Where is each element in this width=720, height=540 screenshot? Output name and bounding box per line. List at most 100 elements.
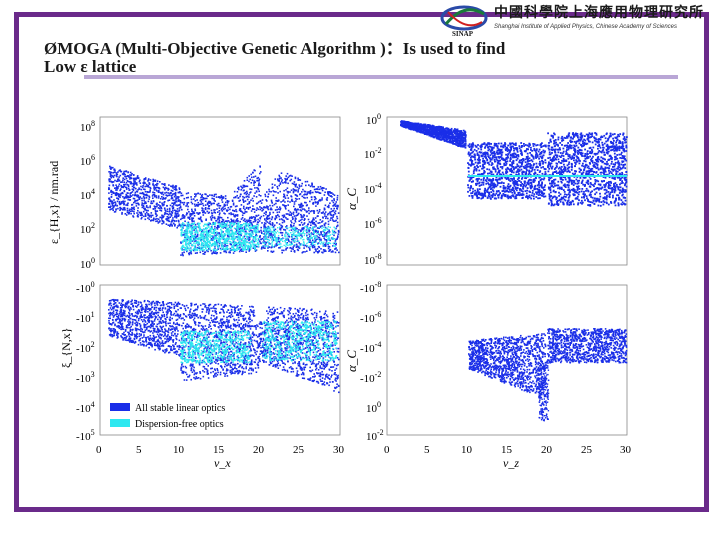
scatter-point: [193, 215, 196, 217]
scatter-point: [189, 252, 191, 254]
scatter-point: [257, 224, 260, 226]
scatter-point: [294, 220, 297, 223]
scatter-point: [183, 215, 185, 217]
scatter-point: [213, 211, 216, 213]
scatter-point: [454, 128, 456, 130]
scatter-point: [176, 210, 178, 212]
scatter-point: [203, 236, 206, 238]
scatter-point: [292, 228, 295, 230]
scatter-point: [270, 236, 273, 239]
scatter-point: [230, 212, 232, 214]
scatter-point: [289, 226, 291, 229]
scatter-point: [409, 124, 412, 127]
scatter-point: [311, 242, 314, 245]
scatter-point: [532, 157, 535, 160]
scatter-point: [170, 189, 173, 192]
scatter-point: [212, 232, 214, 235]
scatter-point: [213, 216, 216, 219]
scatter-point: [543, 195, 545, 198]
scatter-point: [538, 180, 540, 183]
scatter-point: [249, 223, 252, 226]
scatter-point: [136, 194, 139, 196]
scatter-point: [251, 227, 253, 229]
scatter-point: [285, 247, 287, 250]
scatter-point: [289, 241, 291, 244]
scatter-point: [315, 249, 317, 251]
scatter-point: [294, 185, 297, 188]
scatter-point: [308, 192, 311, 194]
scatter-point: [197, 205, 199, 207]
scatter-point: [227, 201, 229, 203]
scatter-point: [202, 225, 205, 227]
scatter-point: [521, 194, 523, 196]
scatter-point: [175, 197, 177, 199]
scatter-point: [229, 249, 232, 252]
scatter-point: [256, 226, 259, 228]
scatter-point: [317, 191, 319, 193]
scatter-point: [261, 199, 264, 201]
scatter-point: [243, 186, 245, 188]
scatter-point: [455, 142, 458, 144]
scatter-point: [173, 195, 176, 198]
scatter-point: [320, 248, 322, 250]
scatter-point: [131, 207, 134, 210]
scatter-point: [237, 222, 240, 225]
scatter-point: [282, 204, 284, 206]
scatter-point: [194, 196, 196, 198]
scatter-point: [325, 240, 328, 242]
scatter-point: [262, 233, 264, 235]
scatter-point: [233, 190, 236, 193]
scatter-point: [268, 243, 271, 245]
scatter-point: [207, 201, 210, 204]
scatter-point: [297, 246, 300, 249]
scatter-point: [540, 151, 543, 153]
scatter-point: [333, 232, 336, 234]
scatter-point: [179, 206, 182, 209]
scatter-point: [186, 229, 188, 232]
scatter-point: [293, 189, 296, 191]
scatter-point: [230, 238, 232, 240]
scatter-point: [310, 221, 312, 224]
scatter-point: [152, 219, 155, 222]
scatter-point: [518, 173, 520, 175]
scatter-point: [213, 197, 215, 200]
scatter-point: [255, 202, 258, 205]
scatter-point: [292, 191, 295, 194]
scatter-point: [241, 187, 244, 189]
scatter-point: [203, 237, 206, 239]
scatter-point: [224, 204, 226, 206]
scatter-point: [174, 213, 177, 215]
scatter-point: [467, 186, 470, 189]
scatter-point: [194, 209, 197, 212]
scatter-point: [185, 248, 188, 251]
scatter-point: [332, 220, 335, 222]
scatter-point: [333, 207, 335, 210]
scatter-point: [232, 249, 235, 252]
scatter-point: [284, 233, 286, 236]
scatter-point: [202, 238, 204, 241]
scatter-point: [108, 192, 110, 194]
scatter-point: [542, 149, 545, 152]
scatter-point: [227, 235, 229, 238]
scatter-point: [248, 245, 251, 248]
scatter-point: [162, 196, 165, 199]
scatter-point: [217, 221, 219, 224]
scatter-point: [250, 240, 253, 243]
scatter-point: [185, 229, 188, 231]
scatter-point: [198, 246, 200, 248]
scatter-point: [303, 234, 305, 237]
scatter-point: [155, 206, 157, 208]
scatter-point: [330, 210, 333, 213]
scatter-point: [161, 203, 164, 206]
scatter-point: [193, 220, 195, 222]
scatter-point: [519, 161, 522, 164]
scatter-point: [225, 225, 227, 228]
scatter-point: [116, 186, 118, 188]
scatter-point: [147, 213, 149, 215]
scatter-point: [224, 197, 227, 200]
scatter-point: [247, 238, 250, 241]
scatter-point: [127, 198, 130, 201]
scatter-point: [294, 176, 297, 179]
scatter-point: [224, 239, 227, 241]
scatter-point: [215, 196, 218, 198]
